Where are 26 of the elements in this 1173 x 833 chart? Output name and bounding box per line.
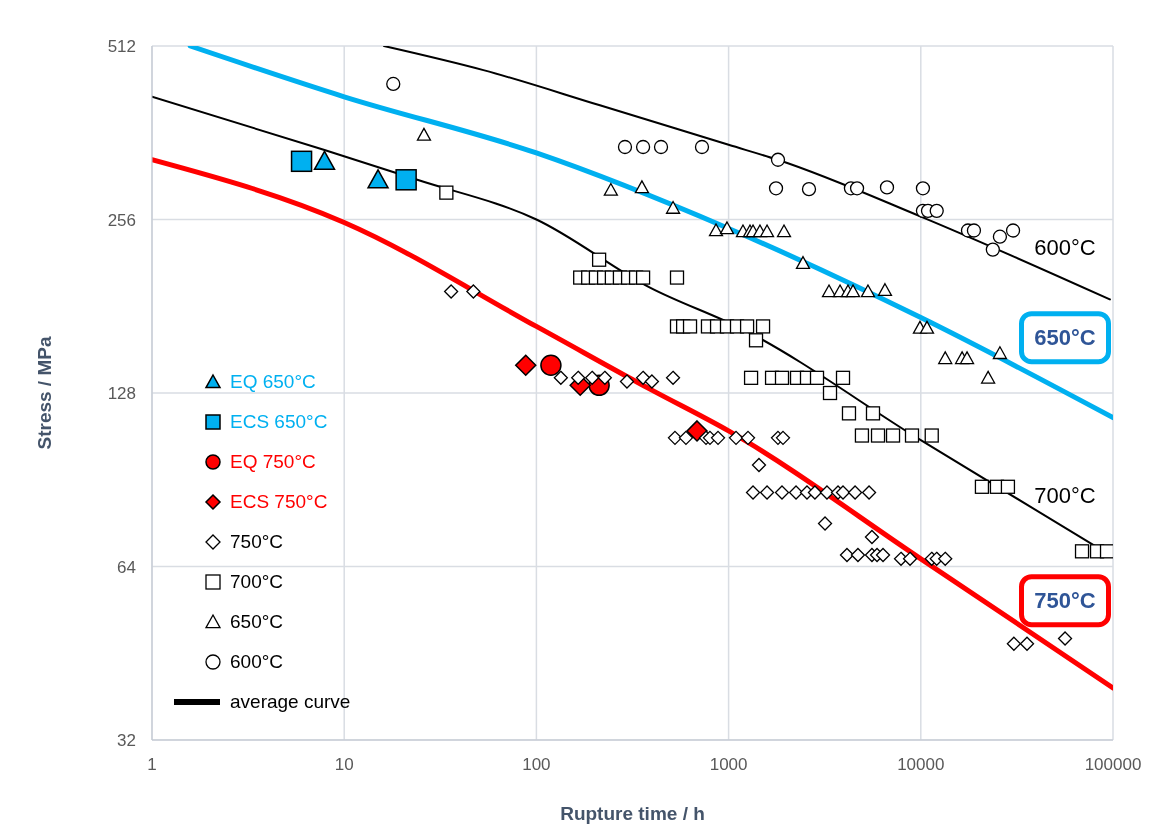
annotation: 750°C bbox=[1034, 588, 1096, 614]
annotation: 600°C bbox=[1034, 235, 1096, 261]
x-tick-label: 1 bbox=[147, 755, 157, 775]
legend-label: EQ 650°C bbox=[230, 371, 316, 393]
legend-label: EQ 750°C bbox=[230, 451, 316, 473]
x-tick-label: 10000 bbox=[897, 755, 945, 775]
legend-label: average curve bbox=[230, 691, 351, 713]
legend-label: 700°C bbox=[230, 571, 284, 593]
y-tick-label: 128 bbox=[107, 384, 136, 404]
y-tick-label: 512 bbox=[107, 37, 136, 57]
y-axis-title: Stress / MPa bbox=[33, 336, 55, 450]
x-tick-label: 1000 bbox=[709, 755, 748, 775]
legend-label: 600°C bbox=[230, 651, 284, 673]
y-tick-label: 64 bbox=[117, 557, 136, 577]
x-tick-label: 100000 bbox=[1084, 755, 1142, 775]
x-tick-label: 10 bbox=[334, 755, 354, 775]
annotation: 650°C bbox=[1034, 325, 1096, 351]
x-axis-title: Rupture time / h bbox=[560, 803, 705, 824]
legend-label: 750°C bbox=[230, 531, 284, 553]
legend-label: ECS 750°C bbox=[230, 491, 328, 513]
x-tick-label: 100 bbox=[522, 755, 551, 775]
annotation: 700°C bbox=[1034, 483, 1096, 509]
legend-label: 650°C bbox=[230, 611, 284, 633]
legend-label: ECS 650°C bbox=[230, 411, 328, 433]
y-tick-label: 32 bbox=[117, 731, 136, 751]
y-tick-label: 256 bbox=[107, 210, 136, 230]
